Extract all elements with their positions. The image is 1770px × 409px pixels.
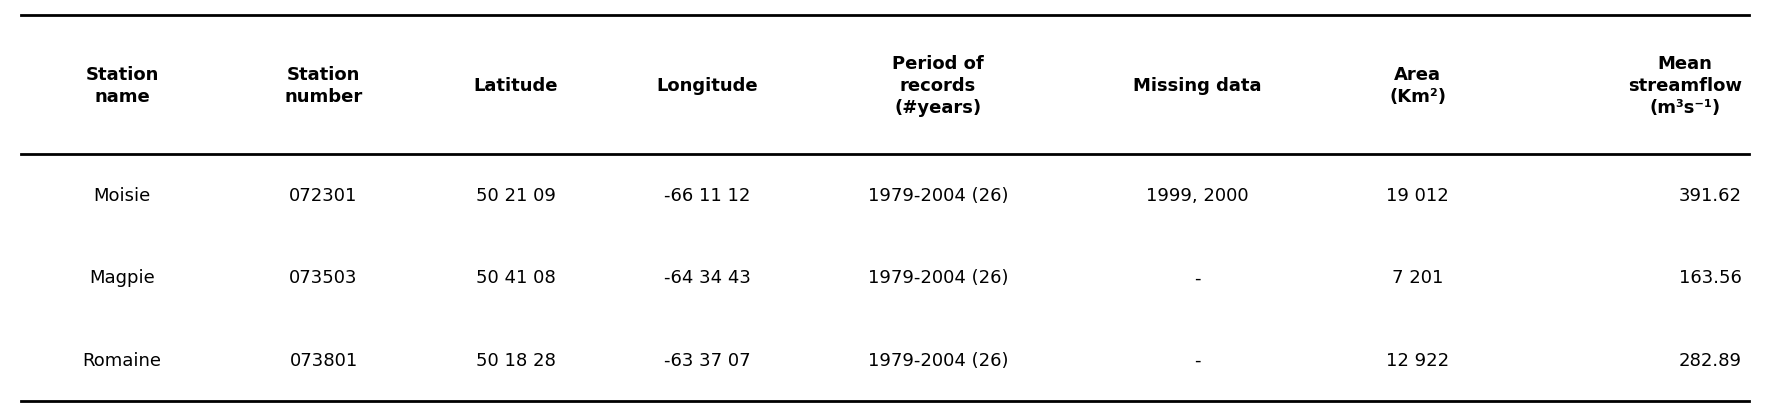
Text: -66 11 12: -66 11 12: [664, 187, 750, 205]
Text: 073503: 073503: [289, 269, 358, 287]
Text: -: -: [1193, 269, 1200, 287]
Text: 19 012: 19 012: [1386, 187, 1450, 205]
Text: 1979-2004 (26): 1979-2004 (26): [867, 269, 1009, 287]
Text: 50 18 28: 50 18 28: [476, 351, 556, 369]
Text: 072301: 072301: [289, 187, 358, 205]
Text: 163.56: 163.56: [1678, 269, 1742, 287]
Text: Station
name: Station name: [85, 65, 159, 106]
Text: 12 922: 12 922: [1386, 351, 1450, 369]
Text: -63 37 07: -63 37 07: [664, 351, 750, 369]
Text: Longitude: Longitude: [657, 76, 758, 94]
Text: 50 41 08: 50 41 08: [476, 269, 556, 287]
Text: 073801: 073801: [290, 351, 358, 369]
Text: Period of
records
(#years): Period of records (#years): [892, 54, 984, 117]
Text: 1999, 2000: 1999, 2000: [1145, 187, 1248, 205]
Text: Station
number: Station number: [285, 65, 363, 106]
Text: Area
(Km²): Area (Km²): [1389, 65, 1446, 106]
Text: Mean
streamflow
(m³s⁻¹): Mean streamflow (m³s⁻¹): [1628, 54, 1742, 117]
Text: -64 34 43: -64 34 43: [664, 269, 750, 287]
Text: 1979-2004 (26): 1979-2004 (26): [867, 187, 1009, 205]
Text: Magpie: Magpie: [88, 269, 156, 287]
Text: 50 21 09: 50 21 09: [476, 187, 556, 205]
Text: Missing data: Missing data: [1133, 76, 1262, 94]
Text: Romaine: Romaine: [83, 351, 161, 369]
Text: Moisie: Moisie: [94, 187, 150, 205]
Text: 391.62: 391.62: [1678, 187, 1742, 205]
Text: 7 201: 7 201: [1391, 269, 1443, 287]
Text: -: -: [1193, 351, 1200, 369]
Text: Latitude: Latitude: [473, 76, 558, 94]
Text: 282.89: 282.89: [1678, 351, 1742, 369]
Text: 1979-2004 (26): 1979-2004 (26): [867, 351, 1009, 369]
